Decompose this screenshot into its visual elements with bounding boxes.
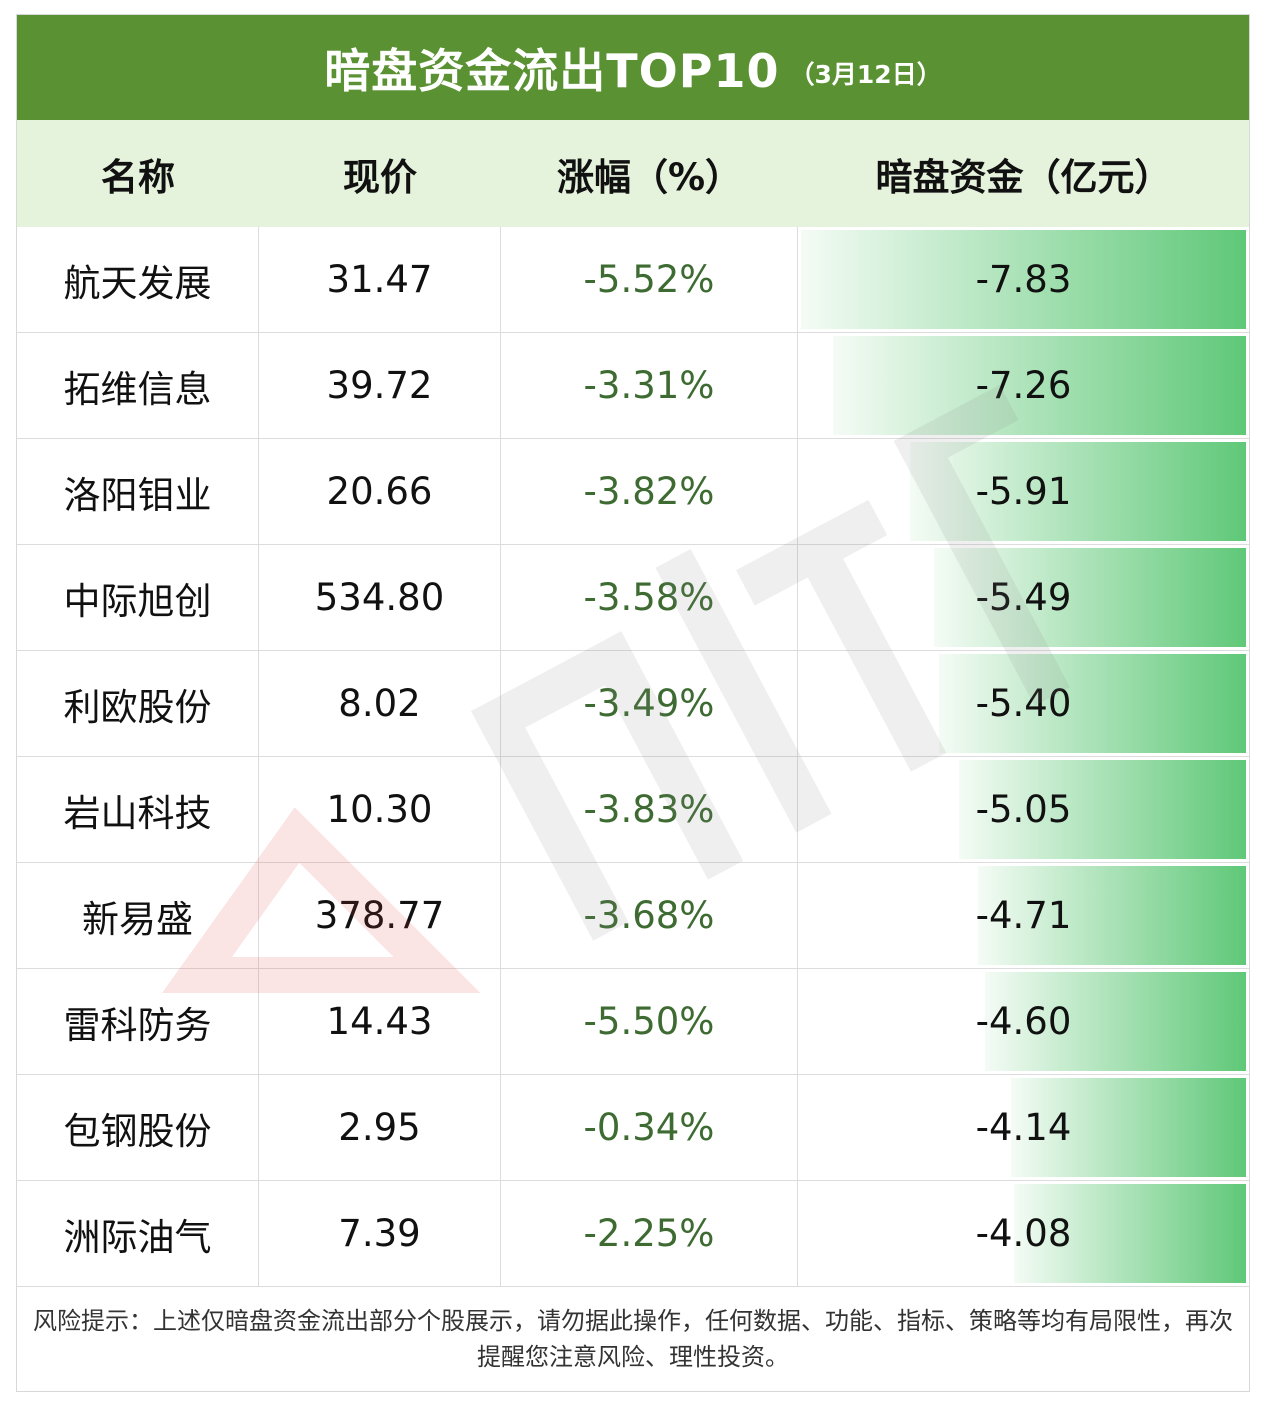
- stock-name: 洛阳钼业: [17, 439, 259, 544]
- flow-value: -5.05: [975, 788, 1072, 831]
- stock-name: 航天发展: [17, 227, 259, 332]
- table-row: 雷科防务 14.43 -5.50% -4.60: [17, 969, 1249, 1075]
- stock-change: -5.50%: [501, 969, 798, 1074]
- stock-name: 包钢股份: [17, 1075, 259, 1180]
- table-row: 洲际油气 7.39 -2.25% -4.08: [17, 1181, 1249, 1287]
- flow-value: -4.14: [975, 1106, 1072, 1149]
- header-name: 名称: [101, 155, 175, 199]
- stock-change: -0.34%: [501, 1075, 798, 1180]
- stock-name: 岩山科技: [17, 757, 259, 862]
- table-body: 航天发展 31.47 -5.52% -7.83 拓维信息 39.72 -3.31% -7.26…: [17, 227, 1249, 1287]
- stock-change: -3.82%: [501, 439, 798, 544]
- stock-change: -3.83%: [501, 757, 798, 862]
- flow-cell: -5.05: [798, 757, 1249, 862]
- flow-cell: -7.83: [798, 227, 1249, 332]
- table-header: 名称 现价 涨幅（%） 暗盘资金（亿元）: [17, 120, 1249, 227]
- stock-price: 10.30: [259, 757, 501, 862]
- flow-bar: [939, 654, 1246, 753]
- flow-cell: -4.14: [798, 1075, 1249, 1180]
- table-row: 航天发展 31.47 -5.52% -7.83: [17, 227, 1249, 333]
- flow-bar: [833, 336, 1246, 435]
- stock-price: 20.66: [259, 439, 501, 544]
- table-row: 利欧股份 8.02 -3.49% -5.40: [17, 651, 1249, 757]
- table-card: 暗盘资金流出TOP10 （3月12日） 名称 现价 涨幅（%） 暗盘资金（亿元）…: [16, 14, 1250, 1392]
- header-change: 涨幅（%）: [556, 155, 743, 199]
- stock-price: 14.43: [259, 969, 501, 1074]
- title-bar: 暗盘资金流出TOP10 （3月12日）: [17, 15, 1249, 120]
- flow-value: -7.26: [975, 364, 1072, 407]
- flow-cell: -5.91: [798, 439, 1249, 544]
- stock-change: -2.25%: [501, 1181, 798, 1286]
- stock-price: 8.02: [259, 651, 501, 756]
- title-date: （3月12日）: [789, 59, 942, 89]
- stock-price: 378.77: [259, 863, 501, 968]
- flow-cell: -5.40: [798, 651, 1249, 756]
- stock-price: 39.72: [259, 333, 501, 438]
- stock-change: -3.68%: [501, 863, 798, 968]
- stock-name: 拓维信息: [17, 333, 259, 438]
- flow-value: -5.91: [975, 470, 1072, 513]
- flow-bar: [1014, 1184, 1246, 1283]
- stock-change: -5.52%: [501, 227, 798, 332]
- table-row: 岩山科技 10.30 -3.83% -5.05: [17, 757, 1249, 863]
- stock-price: 31.47: [259, 227, 501, 332]
- flow-bar: [934, 548, 1246, 647]
- stock-name: 利欧股份: [17, 651, 259, 756]
- flow-cell: -4.08: [798, 1181, 1249, 1286]
- table-row: 拓维信息 39.72 -3.31% -7.26: [17, 333, 1249, 439]
- stock-change: -3.49%: [501, 651, 798, 756]
- stock-price: 7.39: [259, 1181, 501, 1286]
- flow-value: -4.08: [975, 1212, 1072, 1255]
- table-row: 新易盛 378.77 -3.68% -4.71: [17, 863, 1249, 969]
- flow-value: -4.60: [975, 1000, 1072, 1043]
- flow-cell: -4.71: [798, 863, 1249, 968]
- flow-bar: [910, 442, 1246, 541]
- stock-name: 洲际油气: [17, 1181, 259, 1286]
- stock-name: 雷科防务: [17, 969, 259, 1074]
- stock-change: -3.31%: [501, 333, 798, 438]
- flow-value: -5.40: [975, 682, 1072, 725]
- flow-bar: [801, 230, 1246, 329]
- flow-bar: [959, 760, 1246, 859]
- flow-value: -4.71: [975, 894, 1072, 937]
- page-title: 暗盘资金流出TOP10: [324, 43, 780, 98]
- stock-price: 534.80: [259, 545, 501, 650]
- flow-cell: -5.49: [798, 545, 1249, 650]
- flow-value: -7.83: [975, 258, 1072, 301]
- header-flow: 暗盘资金（亿元）: [875, 155, 1172, 199]
- stock-name: 中际旭创: [17, 545, 259, 650]
- table-row: 洛阳钼业 20.66 -3.82% -5.91: [17, 439, 1249, 545]
- stock-name: 新易盛: [17, 863, 259, 968]
- flow-value: -5.49: [975, 576, 1072, 619]
- stock-price: 2.95: [259, 1075, 501, 1180]
- flow-cell: -7.26: [798, 333, 1249, 438]
- flow-bar: [985, 972, 1246, 1071]
- table-row: 中际旭创 534.80 -3.58% -5.49: [17, 545, 1249, 651]
- header-price: 现价: [343, 155, 417, 199]
- risk-disclaimer: 风险提示：上述仅暗盘资金流出部分个股展示，请勿据此操作，任何数据、功能、指标、策…: [33, 1307, 1233, 1371]
- flow-bar: [978, 866, 1246, 965]
- stock-change: -3.58%: [501, 545, 798, 650]
- flow-bar: [1011, 1078, 1246, 1177]
- table-row: 包钢股份 2.95 -0.34% -4.14: [17, 1075, 1249, 1181]
- flow-cell: -4.60: [798, 969, 1249, 1074]
